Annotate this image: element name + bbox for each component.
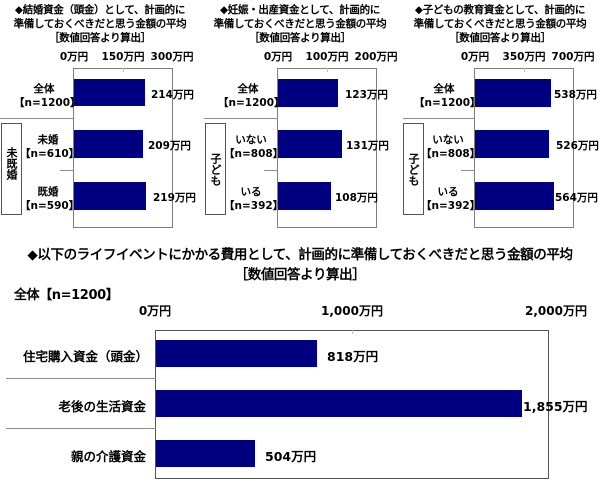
chart-title-line3: ［数値回答より算出］ [449,32,551,44]
row-label-n: 【n=1200】 [14,97,81,109]
x-tick: 150万円 [101,51,145,63]
value-label: 214万円 [151,89,194,101]
group-box [1,123,22,215]
row-label-name: いる [240,186,262,198]
value-label: 1,855万円 [523,399,588,414]
value-label: 538万円 [554,89,597,101]
gridline [524,68,525,72]
gridline [327,68,328,72]
group-box [205,123,226,215]
value-label: 526万円 [556,140,599,152]
group-label: 子ども [209,153,222,186]
group-label: 子ども [407,153,420,186]
bar-with-children [475,182,554,210]
gridline [352,330,353,334]
row-label-n: 【n=610】 [20,148,80,160]
value-label: 564万円 [555,192,598,204]
row-label-name: 全体 [433,83,455,95]
chart-title-line2: 準備しておくべきだと思う金額の平均 [13,18,187,30]
x-tick: 200万円 [354,51,398,63]
row-label-n: 【n=808】 [421,148,481,160]
row-label-name: 全体 [237,83,259,95]
group-label: 未既婚 [5,147,18,180]
bar-married [74,182,146,210]
row-separator [6,428,156,429]
bar-total [74,79,145,106]
value-label: 209万円 [148,140,191,152]
row-separator [461,170,474,171]
row-separator [264,170,277,171]
row-label-n: 【n=392】 [421,200,481,212]
bar-housing [156,340,317,367]
row-label-name: いない [432,134,464,146]
value-label: 108万円 [335,192,378,204]
value-label: 818万円 [327,349,379,364]
value-label: 123万円 [345,89,388,101]
chart-title-line1: ◆以下のライフイベントにかかる費用として、計画的に準備しておくべきだと思う金額の… [27,247,573,263]
x-tick: 0万円 [59,51,89,63]
row-label: 住宅購入資金（頭金） [22,349,148,364]
chart-title-line1: ◆妊娠・出産資金として、計画的に [220,4,380,16]
chart-title-line1: ◆結婚資金（頭金）として、計画的に [14,4,186,16]
row-label-name: 全体 [33,83,55,95]
group-box [403,123,424,215]
row-label-n: 【n=808】 [224,148,284,160]
row-separator [0,118,73,119]
bar-total [475,79,551,107]
bar-with-children [278,182,331,210]
gridline [123,68,124,72]
row-label-name: いる [437,186,459,198]
x-tick: 700万円 [551,51,595,63]
row-separator [6,378,156,379]
x-tick: 0万円 [138,304,172,318]
x-tick: 300万円 [150,51,194,63]
x-tick: 0万円 [263,51,293,63]
chart-title-line2: 準備しておくべきだと思う金額の平均 [413,18,587,30]
row-label-n: 【n=1200】 [218,97,285,109]
bar-no-children [278,130,342,158]
chart-title-line2: ［数値回答より算出］ [234,267,366,283]
value-label: 219万円 [153,192,196,204]
x-tick: 350万円 [502,51,546,63]
row-label-name: いない [235,134,267,146]
row-label-name: 未婚 [37,134,59,146]
x-tick: 2,000万円 [525,304,587,318]
bar-no-children [475,130,549,158]
row-label-n: 【n=392】 [224,200,284,212]
row-label-name: 既婚 [37,186,59,198]
x-tick: 1,000万円 [321,304,383,318]
bar-total [278,79,338,107]
chart-title-line3: ［数値回答より算出］ [49,32,151,44]
x-tick: 0万円 [460,51,490,63]
row-label: 親の介護資金 [70,449,146,464]
chart-title-line3: ［数値回答より算出］ [249,32,351,44]
chart-title-line1: ◆子どもの教育資金として、計画的に [414,4,586,16]
bar-parent-care [156,440,255,467]
row-label: 老後の生活資金 [58,399,146,414]
x-tick: 100万円 [305,51,349,63]
row-separator [60,170,73,171]
row-label-n: 【n=1200】 [414,97,481,109]
value-label: 504万円 [265,449,317,464]
bar-unmarried [74,130,143,158]
bar-retirement [156,390,522,417]
row-separator [204,118,277,119]
row-label-n: 【n=590】 [20,200,80,212]
chart-title-line2: 準備しておくべきだと思う金額の平均 [213,18,387,30]
row-separator [403,118,474,119]
chart-subtitle: 全体【n=1200】 [14,288,119,303]
value-label: 131万円 [346,140,389,152]
